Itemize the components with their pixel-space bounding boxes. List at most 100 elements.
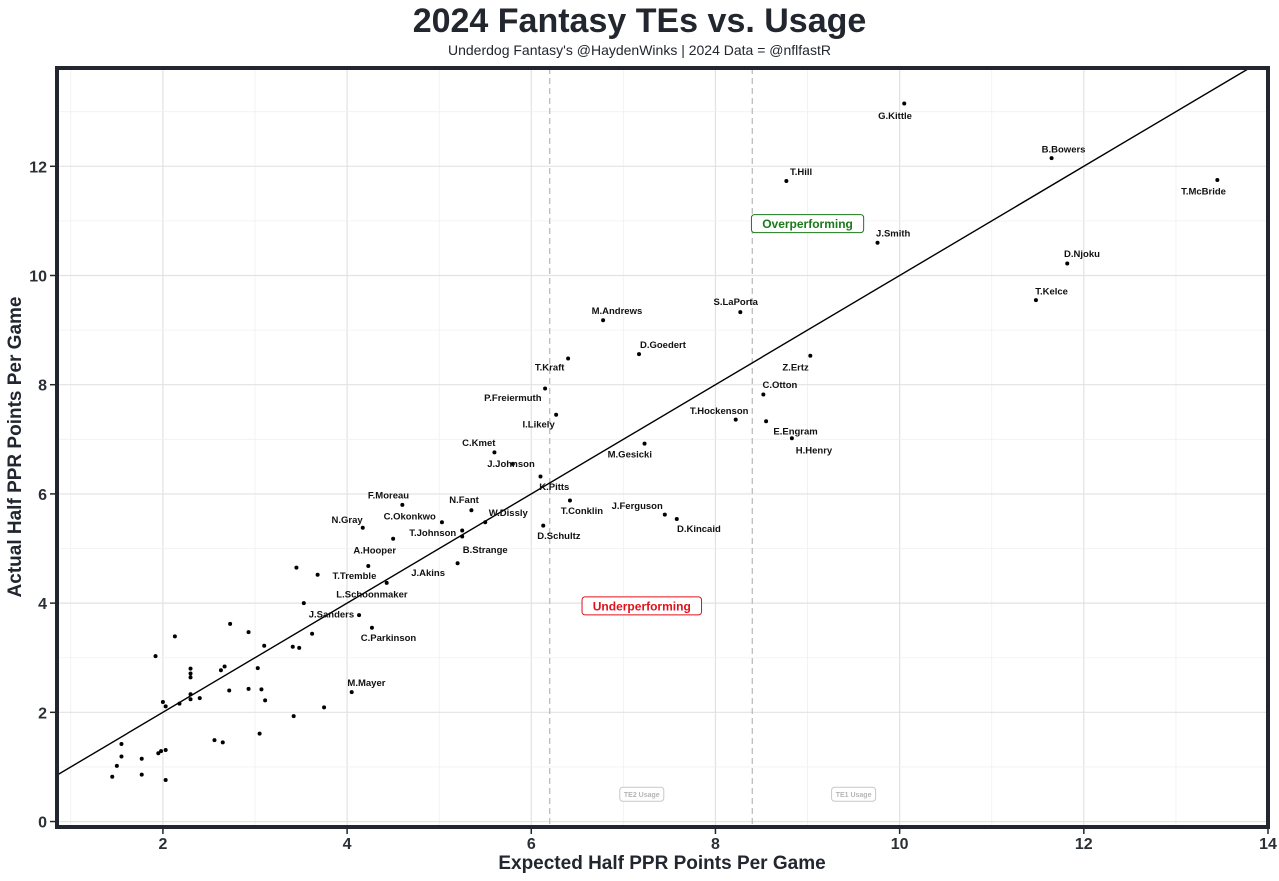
- data-point: [391, 536, 396, 541]
- data-point: [159, 749, 164, 754]
- x-tick-label: 8: [711, 836, 720, 853]
- data-point: [733, 417, 738, 422]
- data-point: [255, 666, 260, 671]
- data-point: [601, 318, 606, 323]
- x-tick-label: 6: [527, 836, 536, 853]
- annotation-label: Overperforming: [762, 217, 853, 231]
- usage-label-box: [619, 786, 665, 802]
- data-point: [543, 386, 548, 391]
- data-point: [228, 621, 233, 626]
- chart-subtitle: Underdog Fantasy's @HaydenWinks | 2024 D…: [448, 42, 831, 58]
- data-point: [761, 392, 766, 397]
- data-point: [257, 731, 262, 736]
- data-point: [294, 565, 299, 570]
- data-point: [188, 692, 193, 697]
- point-label: T.Tremble: [333, 571, 377, 582]
- data-point: [357, 613, 362, 618]
- data-point: [262, 643, 267, 648]
- data-point: [400, 502, 405, 507]
- chart-title: 2024 Fantasy TEs vs. Usage: [412, 2, 867, 40]
- point-label: P.Freiermuth: [484, 393, 542, 404]
- data-point: [119, 754, 124, 759]
- data-point: [139, 756, 144, 761]
- data-point: [153, 654, 158, 659]
- data-point: [567, 498, 572, 503]
- usage-label-box: [831, 786, 877, 802]
- data-point: [469, 508, 474, 513]
- y-tick-label: 6: [38, 487, 47, 504]
- point-label: C.Parkinson: [361, 633, 417, 644]
- x-tick-label: 14: [1259, 836, 1277, 853]
- data-point: [789, 436, 794, 441]
- data-point: [764, 419, 769, 424]
- data-point: [110, 774, 115, 779]
- point-label: L.Schoonmaker: [336, 589, 408, 600]
- data-point: [188, 666, 193, 671]
- point-label: S.LaPorta: [714, 297, 759, 308]
- data-point: [188, 671, 193, 676]
- data-point: [301, 601, 306, 606]
- y-tick-label: 10: [29, 268, 47, 285]
- point-label: J.Sanders: [309, 610, 354, 621]
- data-point: [662, 512, 667, 517]
- point-label: T.Kelce: [1035, 286, 1068, 297]
- data-point: [322, 705, 327, 710]
- point-label: H.Henry: [796, 446, 833, 457]
- data-point: [291, 714, 296, 719]
- point-label: K.Pitts: [539, 482, 569, 493]
- data-point: [483, 520, 488, 525]
- data-point: [369, 625, 374, 630]
- point-labels: G.Kittle B.Bowers T.McBride T.Hill J.Smith D.…: [309, 111, 1226, 689]
- reference-line: [56, 67, 1250, 776]
- data-point: [290, 644, 295, 649]
- y-tick-label: 0: [38, 815, 47, 832]
- data-point: [220, 740, 225, 745]
- data-point: [163, 748, 168, 753]
- point-label: M.Gesicki: [608, 450, 652, 461]
- point-label: T.Johnson: [409, 528, 456, 539]
- point-label: C.Kmet: [462, 438, 496, 449]
- point-label: J.Akins: [411, 568, 445, 579]
- reference-line-group: [56, 67, 1250, 776]
- data-point: [439, 520, 444, 525]
- data-point: [637, 352, 642, 357]
- annotation-label: Underperforming: [593, 599, 691, 613]
- data-point: [460, 528, 465, 533]
- usage-threshold-lines: TE2 Usage TE1 Usage: [549, 68, 877, 827]
- x-tick-label: 2: [158, 836, 167, 853]
- data-point: [172, 634, 177, 639]
- data-point: [297, 645, 302, 650]
- axis-ticks: 2 4 6 8 10 12 14 0 2 4 6 8 10 12: [29, 159, 1277, 853]
- point-label: D.Njoku: [1064, 249, 1100, 260]
- data-point: [510, 461, 515, 466]
- data-point: [246, 630, 251, 635]
- point-label: Z.Ertz: [782, 363, 809, 374]
- data-point: [1049, 156, 1054, 161]
- point-label: E.Engram: [773, 427, 817, 438]
- data-point: [808, 353, 813, 358]
- data-point: [310, 631, 315, 636]
- data-point: [538, 474, 543, 479]
- x-tick-label: 10: [891, 836, 909, 853]
- data-point: [259, 687, 264, 692]
- annotations: Overperforming Underperforming: [581, 214, 865, 616]
- usage-label: TE1 Usage: [836, 792, 872, 799]
- point-label: G.Kittle: [878, 111, 912, 122]
- annotation-box: [581, 596, 703, 616]
- data-point: [1065, 261, 1070, 266]
- data-point: [114, 763, 119, 768]
- y-tick-label: 12: [29, 159, 47, 176]
- data-point: [554, 412, 559, 417]
- plot-background: [57, 68, 1268, 827]
- point-label: B.Strange: [463, 545, 508, 556]
- data-point: [222, 664, 227, 669]
- y-axis-title: Actual Half PPR Points Per Game: [5, 297, 26, 598]
- data-point: [163, 778, 168, 783]
- data-point: [177, 701, 182, 706]
- point-label: M.Mayer: [347, 678, 385, 689]
- point-label: C.Okonkwo: [384, 511, 436, 522]
- data-point: [541, 523, 546, 528]
- data-point: [902, 101, 907, 106]
- data-point: [349, 690, 354, 695]
